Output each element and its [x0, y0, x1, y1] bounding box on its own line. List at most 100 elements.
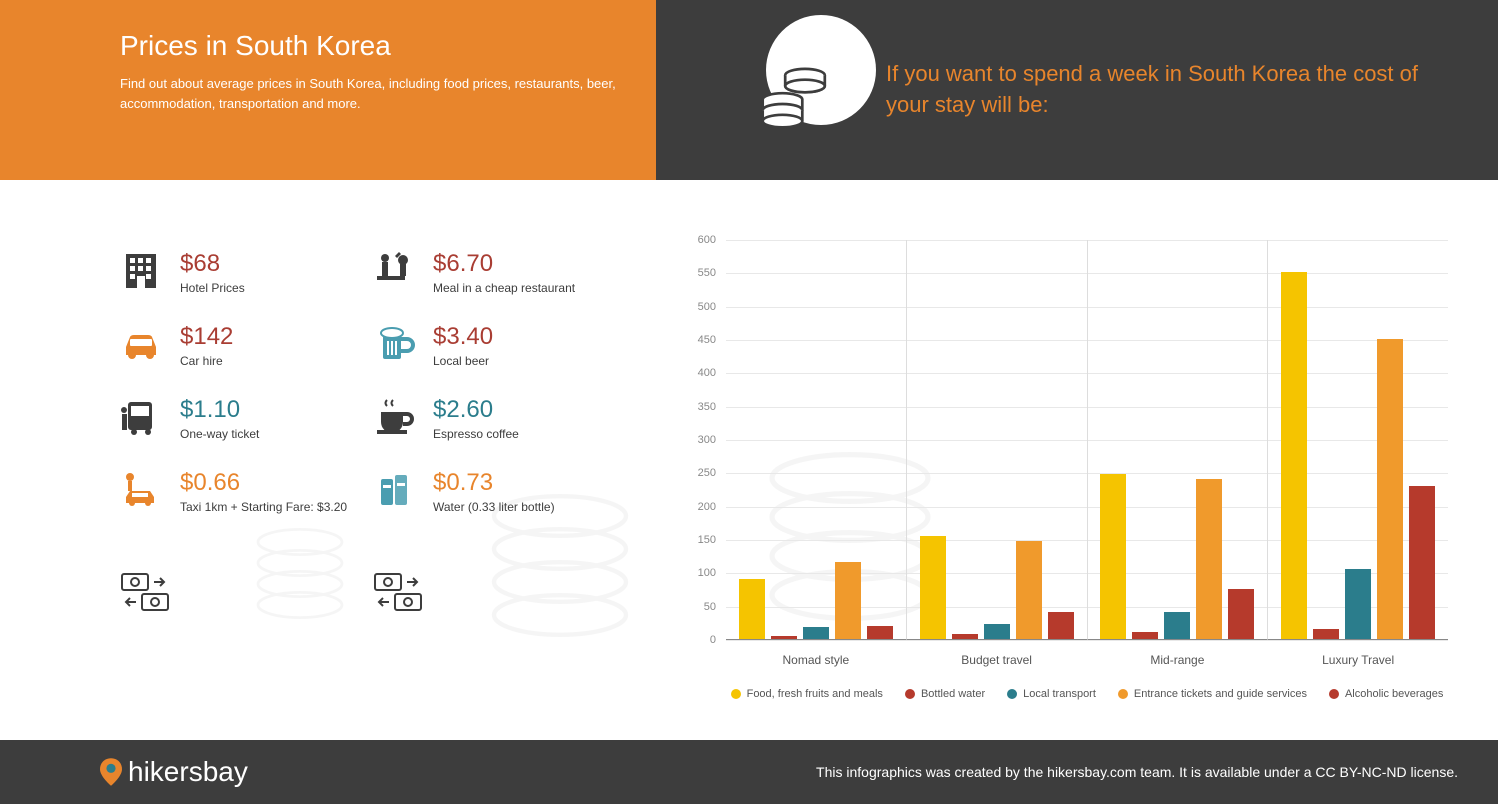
metric-price: $68 [180, 250, 245, 278]
footer: hikersbay This infographics was created … [0, 740, 1498, 804]
chart-group: Luxury Travel [1268, 240, 1448, 640]
chart-panel: 050100150200250300350400450500550600Noma… [656, 180, 1498, 740]
legend-item: Alcoholic beverages [1329, 688, 1443, 700]
legend-item: Entrance tickets and guide services [1118, 688, 1307, 700]
bar [803, 627, 829, 639]
metric-body: $1.10 One-way ticket [180, 396, 259, 441]
y-axis-label: 0 [676, 634, 716, 646]
metric-price: $142 [180, 323, 233, 351]
header-right-panel: If you want to spend a week in South Kor… [656, 0, 1498, 180]
legend-item: Food, fresh fruits and meals [731, 688, 883, 700]
bar [1016, 541, 1042, 639]
metric-item: $1.10 One-way ticket [120, 396, 373, 441]
y-axis-label: 150 [676, 534, 716, 546]
page: Prices in South Korea Find out about ave… [0, 0, 1498, 804]
bar [1048, 612, 1074, 639]
category-label: Luxury Travel [1268, 653, 1448, 667]
bar [1377, 339, 1403, 639]
metric-body: $142 Car hire [180, 323, 233, 368]
bar [1196, 479, 1222, 639]
coins-icon [746, 35, 856, 145]
legend-label: Local transport [1023, 688, 1096, 700]
metric-body: $0.73 Water (0.33 liter bottle) [433, 469, 555, 514]
metric-body: $3.40 Local beer [433, 323, 493, 368]
bar [1228, 589, 1254, 639]
metric-label: One-way ticket [180, 427, 259, 441]
beer-icon [373, 323, 415, 365]
y-axis-label: 250 [676, 467, 716, 479]
metric-item: $142 Car hire [120, 323, 373, 368]
legend-label: Alcoholic beverages [1345, 688, 1443, 700]
chart-group: Budget travel [907, 240, 1088, 640]
y-axis-label: 600 [676, 234, 716, 246]
taxi-icon [120, 469, 162, 511]
y-axis-label: 350 [676, 401, 716, 413]
page-title: Prices in South Korea [120, 30, 626, 62]
y-axis-label: 400 [676, 367, 716, 379]
hotel-icon [120, 250, 162, 292]
metric-body: $68 Hotel Prices [180, 250, 245, 295]
bar [1132, 632, 1158, 639]
header-quote: If you want to spend a week in South Kor… [886, 59, 1426, 121]
metric-item: $0.73 Water (0.33 liter bottle) [373, 469, 626, 514]
metric-price: $1.10 [180, 396, 259, 424]
metric-label: Hotel Prices [180, 281, 245, 295]
y-axis-label: 500 [676, 301, 716, 313]
header: Prices in South Korea Find out about ave… [0, 0, 1498, 180]
footer-logo: hikersbay [100, 756, 248, 788]
bar [1100, 474, 1126, 639]
footer-text: This infographics was created by the hik… [816, 764, 1458, 780]
bar [867, 626, 893, 639]
bar [1345, 569, 1371, 639]
legend-dot [1118, 689, 1128, 699]
metric-price: $6.70 [433, 250, 575, 278]
y-axis-label: 450 [676, 334, 716, 346]
content: $68 Hotel Prices $142 Car hire $1.10 One… [0, 180, 1498, 740]
metric-body: $0.66 Taxi 1km + Starting Fare: $3.20 [180, 469, 347, 514]
metric-body: $2.60 Espresso coffee [433, 396, 519, 441]
metric-price: $2.60 [433, 396, 519, 424]
metric-label: Taxi 1km + Starting Fare: $3.20 [180, 500, 347, 514]
metric-item: $68 Hotel Prices [120, 250, 373, 295]
metric-label: Meal in a cheap restaurant [433, 281, 575, 295]
category-label: Budget travel [907, 653, 1087, 667]
metric-item: $2.60 Espresso coffee [373, 396, 626, 441]
y-axis-label: 200 [676, 501, 716, 513]
metric-item: $3.40 Local beer [373, 323, 626, 368]
weekly-cost-chart: 050100150200250300350400450500550600Noma… [676, 240, 1458, 700]
legend-dot [1007, 689, 1017, 699]
legend-label: Food, fresh fruits and meals [747, 688, 883, 700]
bar [1409, 486, 1435, 639]
exchange-icon [373, 572, 423, 612]
car-icon [120, 323, 162, 365]
bar [920, 536, 946, 639]
metric-item: $6.70 Meal in a cheap restaurant [373, 250, 626, 295]
meal-icon [373, 250, 415, 292]
metric-label: Local beer [433, 354, 493, 368]
legend-label: Bottled water [921, 688, 985, 700]
gridline [726, 640, 1448, 641]
legend-item: Bottled water [905, 688, 985, 700]
chart-groups: Nomad styleBudget travelMid-rangeLuxury … [726, 240, 1448, 640]
bar [1281, 272, 1307, 639]
legend-label: Entrance tickets and guide services [1134, 688, 1307, 700]
header-left-panel: Prices in South Korea Find out about ave… [0, 0, 656, 180]
legend-dot [1329, 689, 1339, 699]
legend-item: Local transport [1007, 688, 1096, 700]
metric-label: Water (0.33 liter bottle) [433, 500, 555, 514]
coffee-icon [373, 396, 415, 438]
y-axis-label: 50 [676, 601, 716, 613]
chart-group: Nomad style [726, 240, 907, 640]
bar [952, 634, 978, 639]
bus-icon [120, 396, 162, 438]
y-axis-label: 100 [676, 567, 716, 579]
bar [771, 636, 797, 639]
metric-price: $0.73 [433, 469, 555, 497]
chart-group: Mid-range [1088, 240, 1269, 640]
category-label: Nomad style [726, 653, 906, 667]
bar [984, 624, 1010, 639]
bar [835, 562, 861, 639]
metric-label: Car hire [180, 354, 233, 368]
metric-item: $0.66 Taxi 1km + Starting Fare: $3.20 [120, 469, 373, 514]
metrics-col-right: $6.70 Meal in a cheap restaurant $3.40 L… [373, 250, 626, 710]
